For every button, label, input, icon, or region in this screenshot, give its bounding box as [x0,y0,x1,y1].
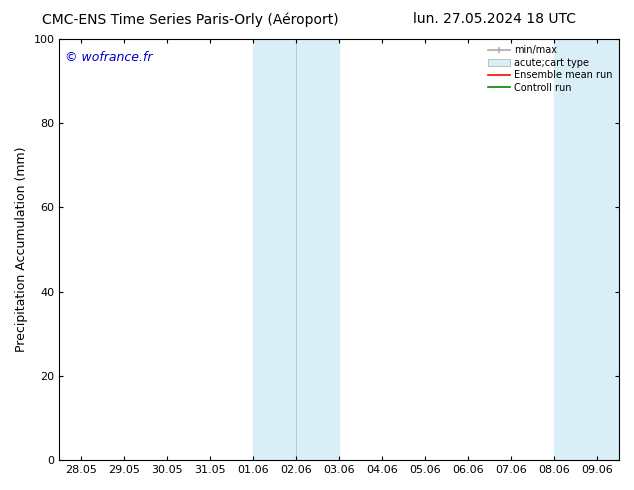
Y-axis label: Precipitation Accumulation (mm): Precipitation Accumulation (mm) [15,147,28,352]
Legend: min/max, acute;cart type, Ensemble mean run, Controll run: min/max, acute;cart type, Ensemble mean … [486,44,614,95]
Bar [253,39,339,460]
Text: lun. 27.05.2024 18 UTC: lun. 27.05.2024 18 UTC [413,12,576,26]
Text: CMC-ENS Time Series Paris-Orly (Aéroport): CMC-ENS Time Series Paris-Orly (Aéroport… [42,12,339,27]
Bar [554,39,619,460]
Text: © wofrance.fr: © wofrance.fr [65,51,153,64]
